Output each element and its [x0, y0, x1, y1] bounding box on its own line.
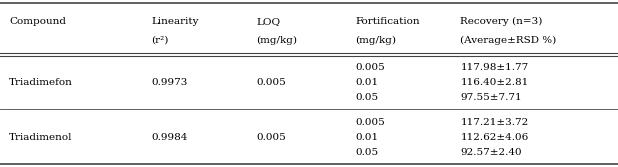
Text: Recovery (n=3): Recovery (n=3) — [460, 17, 543, 26]
Text: 0.005: 0.005 — [355, 63, 385, 72]
Text: Compound: Compound — [9, 17, 66, 26]
Text: 0.05: 0.05 — [355, 148, 378, 157]
Text: 0.9973: 0.9973 — [151, 78, 188, 87]
Text: Triadimefon: Triadimefon — [9, 78, 73, 87]
Text: Fortification: Fortification — [355, 17, 420, 26]
Text: (r²): (r²) — [151, 36, 169, 45]
Text: 92.57±2.40: 92.57±2.40 — [460, 148, 522, 157]
Text: 117.98±1.77: 117.98±1.77 — [460, 63, 528, 72]
Text: 0.005: 0.005 — [256, 133, 286, 142]
Text: 112.62±4.06: 112.62±4.06 — [460, 133, 528, 142]
Text: 0.9984: 0.9984 — [151, 133, 188, 142]
Text: 117.21±3.72: 117.21±3.72 — [460, 118, 528, 127]
Text: 116.40±2.81: 116.40±2.81 — [460, 78, 528, 87]
Text: 0.01: 0.01 — [355, 133, 378, 142]
Text: 97.55±7.71: 97.55±7.71 — [460, 93, 522, 102]
Text: 0.005: 0.005 — [355, 118, 385, 127]
Text: 0.005: 0.005 — [256, 78, 286, 87]
Text: 0.01: 0.01 — [355, 78, 378, 87]
Text: LOQ: LOQ — [256, 17, 281, 26]
Text: Triadimenol: Triadimenol — [9, 133, 73, 142]
Text: 0.05: 0.05 — [355, 93, 378, 102]
Text: (mg/kg): (mg/kg) — [256, 36, 297, 45]
Text: (mg/kg): (mg/kg) — [355, 36, 396, 45]
Text: Linearity: Linearity — [151, 17, 199, 26]
Text: (Average±RSD %): (Average±RSD %) — [460, 36, 557, 45]
